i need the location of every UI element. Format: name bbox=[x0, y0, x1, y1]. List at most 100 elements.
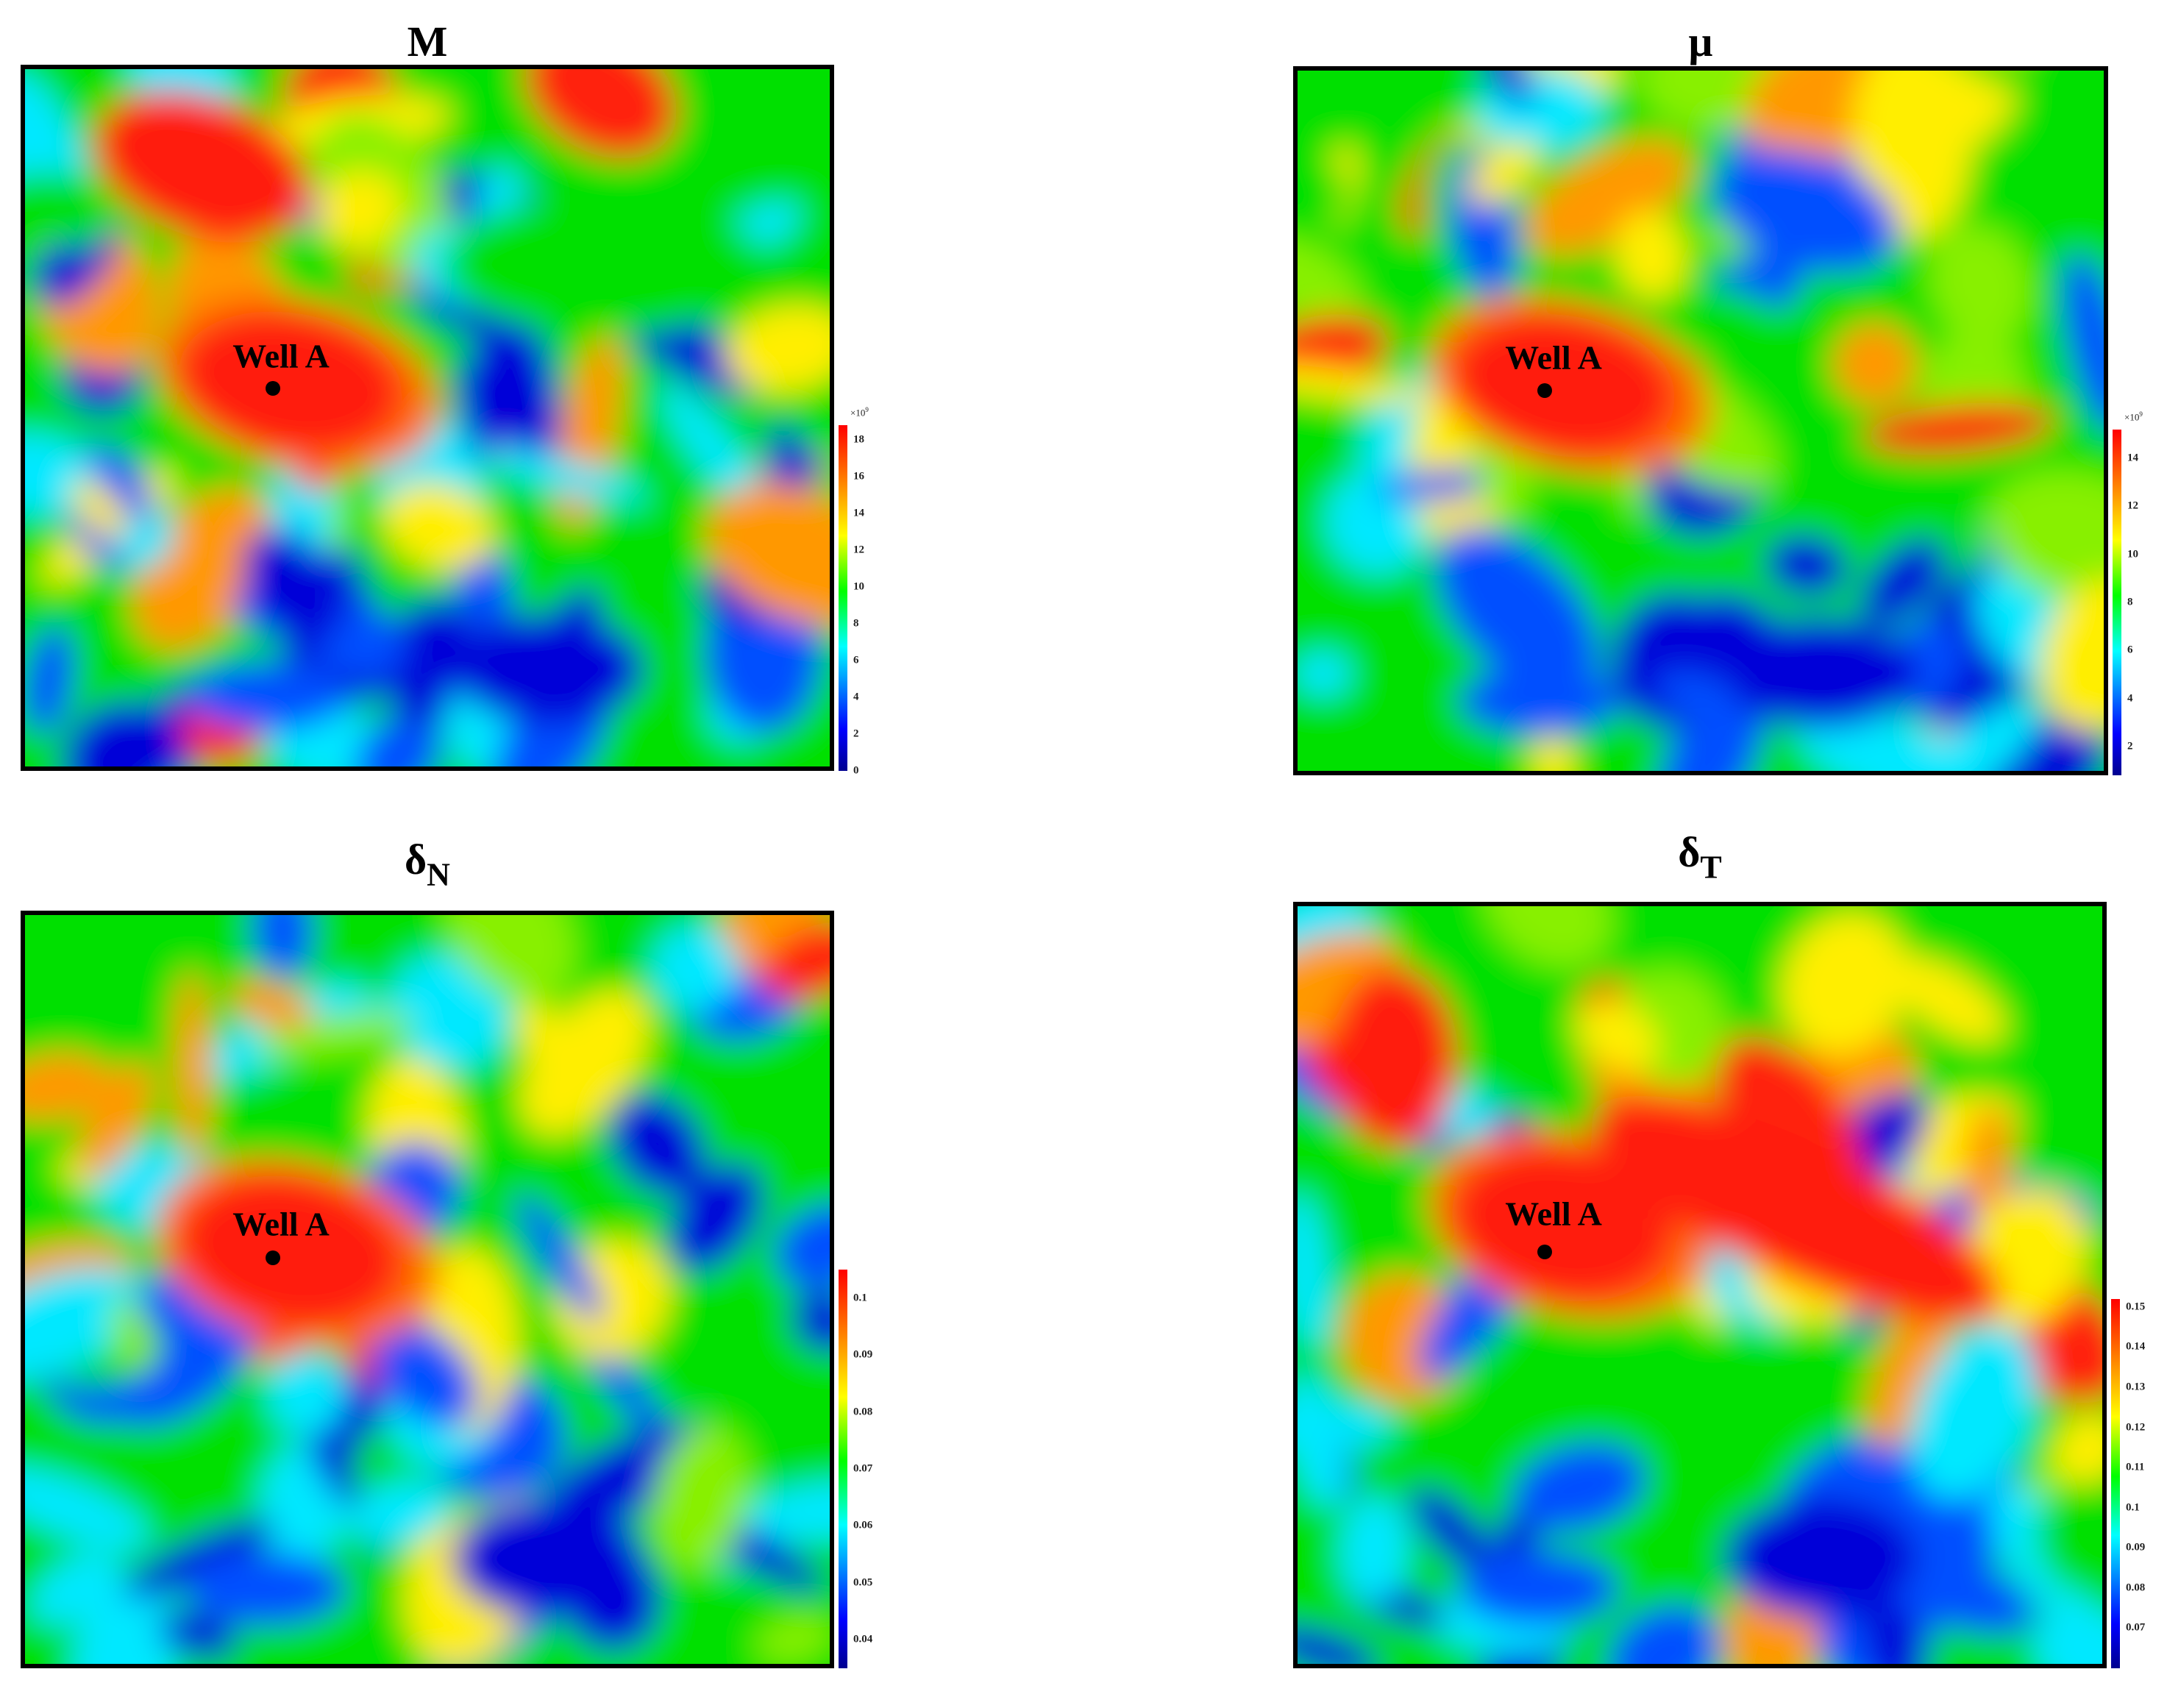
colorbar-tick-label: 6 bbox=[2127, 644, 2133, 656]
heatmap-plot bbox=[21, 65, 834, 771]
colorbar-tick-label: 0.1 bbox=[2126, 1501, 2140, 1514]
field-blob bbox=[661, 384, 770, 520]
colorbar-tick-label: 0.15 bbox=[2126, 1300, 2146, 1313]
field-blob bbox=[93, 90, 311, 243]
colorbar-tick-label: 0.09 bbox=[853, 1348, 873, 1361]
field-blob bbox=[411, 958, 495, 1036]
field-blob bbox=[1451, 1147, 1675, 1302]
heatmap-field bbox=[25, 915, 830, 1664]
field-blob bbox=[252, 915, 313, 979]
field-blob bbox=[1409, 1487, 1496, 1575]
field-blob bbox=[474, 69, 510, 146]
field-blob bbox=[791, 1290, 830, 1353]
field-blob bbox=[1845, 468, 1912, 527]
field-blob bbox=[1298, 1190, 1331, 1352]
field-blob bbox=[2036, 1479, 2102, 1597]
title-main: δ bbox=[405, 836, 427, 883]
colorbar-tick-label: 0.06 bbox=[853, 1519, 873, 1531]
colorbar bbox=[2113, 430, 2121, 775]
field-blob bbox=[158, 1611, 238, 1659]
field-blob bbox=[765, 441, 820, 492]
field-blob bbox=[1832, 322, 1918, 407]
field-blob bbox=[516, 1193, 605, 1323]
field-blob bbox=[1467, 141, 1539, 205]
field-blob bbox=[1862, 402, 2054, 455]
colorbar-tick-label: 16 bbox=[853, 470, 864, 483]
field-blob bbox=[1298, 650, 1353, 697]
field-blob bbox=[1339, 1495, 1410, 1604]
field-blob bbox=[1480, 71, 1534, 106]
field-blob bbox=[55, 174, 107, 249]
field-blob bbox=[1723, 1497, 1918, 1619]
colorbar-tick-label: 0.1 bbox=[853, 1292, 867, 1304]
field-blob bbox=[174, 969, 212, 1163]
colorbar-tick-label: 0.07 bbox=[2126, 1621, 2146, 1634]
field-blob bbox=[1897, 701, 2040, 771]
field-blob bbox=[608, 1092, 707, 1196]
colorbar-tick-label: 14 bbox=[853, 507, 864, 519]
well-label: Well A bbox=[1505, 1195, 1602, 1233]
colorbar-tick-label: 0.07 bbox=[853, 1462, 873, 1475]
field-blob bbox=[1451, 313, 1676, 458]
field-blob bbox=[1765, 534, 1848, 597]
field-blob bbox=[1910, 1325, 2038, 1501]
field-blob bbox=[1511, 1442, 1647, 1534]
field-blob bbox=[1435, 527, 1600, 694]
field-blob bbox=[652, 1424, 750, 1571]
field-blob bbox=[760, 921, 830, 1000]
field-blob bbox=[705, 484, 830, 625]
field-blob bbox=[2032, 1606, 2102, 1664]
field-blob bbox=[1476, 1042, 1581, 1126]
field-blob bbox=[350, 1479, 452, 1545]
field-blob bbox=[471, 282, 563, 472]
colorbar-tick-label: 2 bbox=[2127, 740, 2133, 752]
field-blob bbox=[355, 712, 443, 766]
field-blob bbox=[1888, 956, 2005, 1044]
panel-title: μ bbox=[1293, 21, 2108, 73]
field-blob bbox=[370, 1320, 480, 1428]
field-blob bbox=[382, 482, 494, 571]
field-blob bbox=[1298, 313, 1389, 385]
title-main: M bbox=[407, 18, 448, 65]
well-marker bbox=[1537, 383, 1552, 398]
field-blob bbox=[25, 625, 74, 736]
field-blob bbox=[1851, 71, 1971, 240]
well-marker bbox=[1537, 1245, 1552, 1259]
field-blob bbox=[1860, 537, 1947, 626]
field-blob bbox=[25, 432, 96, 516]
colorbar bbox=[2111, 1299, 2120, 1668]
field-blob bbox=[1298, 363, 1423, 405]
heatmap-field bbox=[1298, 906, 2102, 1664]
field-blob bbox=[742, 1479, 830, 1542]
field-blob bbox=[25, 1052, 113, 1122]
field-blob bbox=[2053, 1414, 2102, 1484]
field-blob bbox=[1867, 1290, 1951, 1448]
field-blob bbox=[25, 1465, 152, 1550]
colorbar-tick-label: 4 bbox=[853, 691, 859, 703]
field-blob bbox=[1575, 1000, 1659, 1071]
field-blob bbox=[1525, 138, 1691, 256]
field-blob bbox=[1987, 470, 2104, 605]
colorbar-tick-label: 0.13 bbox=[2126, 1381, 2146, 1393]
field-blob bbox=[451, 613, 645, 725]
field-blob bbox=[651, 924, 739, 1012]
title-subscript: N bbox=[427, 856, 450, 893]
field-blob bbox=[1706, 698, 1820, 771]
field-blob bbox=[124, 1519, 275, 1599]
well-marker bbox=[266, 1250, 280, 1265]
field-blob bbox=[1298, 933, 1401, 1052]
colorbar-tick-label: 10 bbox=[853, 580, 864, 593]
field-blob bbox=[520, 989, 650, 1136]
field-blob bbox=[33, 223, 118, 303]
field-blob bbox=[229, 981, 314, 1031]
well-marker bbox=[266, 381, 280, 396]
heatmap-plot bbox=[1293, 902, 2107, 1668]
colorbar-tick-label: 0 bbox=[853, 764, 859, 777]
field-blob bbox=[316, 170, 402, 249]
well-label: Well A bbox=[232, 1205, 330, 1243]
panel-title: δN bbox=[21, 839, 834, 891]
field-blob bbox=[445, 915, 577, 1003]
colorbar-tick-label: 0.11 bbox=[2126, 1461, 2145, 1473]
field-blob bbox=[1298, 154, 1350, 228]
colorbar bbox=[839, 1270, 847, 1668]
